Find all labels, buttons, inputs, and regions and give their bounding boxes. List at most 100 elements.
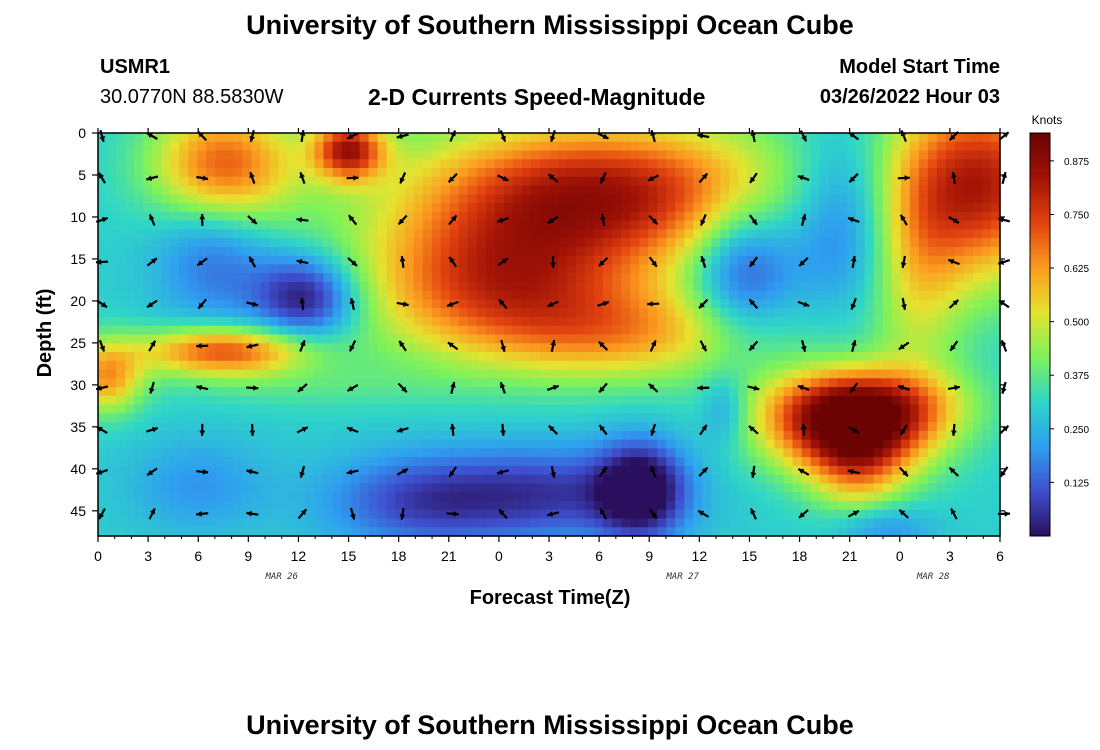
heatmap-cell — [359, 220, 370, 230]
heatmap-cell — [143, 308, 153, 318]
heatmap-cell — [296, 439, 307, 449]
heatmap-cell — [783, 404, 794, 414]
heatmap-cell — [332, 352, 343, 362]
heatmap-cell — [567, 238, 577, 248]
heatmap-cell — [738, 500, 749, 511]
heatmap-cell — [720, 334, 730, 344]
heatmap-cell — [296, 465, 307, 476]
current-vector-arrow — [346, 383, 359, 392]
heatmap-cell — [891, 378, 902, 388]
heatmap-cell — [350, 185, 361, 195]
current-vector-arrow — [546, 511, 560, 517]
heatmap-cell — [981, 159, 992, 169]
heatmap-cell — [143, 273, 153, 283]
heatmap-cell — [377, 229, 388, 239]
heatmap-cell — [368, 264, 379, 274]
heatmap-cell — [197, 474, 207, 485]
heatmap-cell — [990, 527, 1001, 537]
heatmap-cell — [675, 264, 685, 274]
heatmap-cell — [350, 518, 361, 528]
heatmap-cell — [233, 334, 243, 344]
heatmap-cell — [693, 404, 703, 414]
current-vector-arrow — [948, 215, 960, 224]
heatmap-cell — [882, 203, 893, 213]
heatmap-cell — [846, 378, 857, 388]
heatmap-cell — [179, 229, 189, 239]
heatmap-cell — [729, 483, 740, 493]
heatmap-cell — [323, 430, 334, 441]
heatmap-cell — [576, 141, 586, 152]
heatmap-cell — [503, 133, 514, 143]
heatmap-cell — [197, 483, 207, 493]
heatmap-cell — [503, 483, 514, 493]
heatmap-cell — [792, 343, 803, 353]
heatmap-cell — [900, 220, 911, 230]
heatmap-cell — [197, 492, 207, 502]
heatmap-cell — [179, 290, 189, 301]
heatmap-cell — [521, 378, 532, 388]
heatmap-cell — [963, 325, 974, 336]
heatmap-cell — [134, 395, 144, 406]
heatmap-cell — [485, 413, 496, 423]
heatmap-cell — [666, 264, 676, 274]
heatmap-cell — [359, 281, 370, 292]
heatmap-cell — [233, 229, 243, 239]
heatmap-cell — [305, 176, 316, 187]
heatmap-cell — [467, 378, 478, 388]
heatmap-cell — [909, 378, 920, 388]
heatmap-cell — [711, 439, 721, 449]
heatmap-cell — [936, 439, 947, 449]
heatmap-cell — [494, 518, 505, 528]
heatmap-cell — [503, 395, 514, 406]
heatmap-cell — [269, 316, 279, 327]
heatmap-cell — [918, 325, 929, 336]
current-vector-arrow — [699, 424, 708, 436]
heatmap-cell — [558, 404, 568, 414]
heatmap-cell — [936, 133, 947, 143]
heatmap-cell — [386, 378, 397, 388]
heatmap-cell — [702, 343, 712, 353]
heatmap-cell — [729, 194, 740, 204]
heatmap-cell — [476, 299, 487, 309]
heatmap-cell — [305, 308, 316, 318]
heatmap-cell — [729, 387, 740, 397]
heatmap-cell — [864, 430, 875, 441]
heatmap-cell — [702, 518, 712, 528]
heatmap-cell — [756, 273, 767, 283]
heatmap-cell — [152, 299, 162, 309]
heatmap-cell — [747, 352, 758, 362]
heatmap-cell — [197, 465, 207, 476]
heatmap-cell — [945, 518, 956, 528]
heatmap-cell — [269, 273, 279, 283]
heatmap-cell — [161, 474, 171, 485]
heatmap-cell — [567, 387, 577, 397]
heatmap-cell — [422, 176, 433, 187]
heatmap-cell — [990, 150, 1001, 160]
heatmap-cell — [350, 316, 361, 327]
heatmap-cell — [711, 378, 721, 388]
heatmap-cell — [224, 185, 234, 195]
heatmap-cell — [485, 141, 496, 152]
current-vector-arrow — [246, 510, 259, 517]
heatmap-cell — [134, 422, 144, 432]
heatmap-cell — [900, 229, 911, 239]
heatmap-cell — [639, 150, 649, 160]
heatmap-cell — [963, 185, 974, 195]
heatmap-cell — [494, 185, 505, 195]
heatmap-cell — [431, 448, 442, 458]
heatmap-cell — [287, 404, 298, 414]
heatmap-cell — [765, 290, 776, 301]
heatmap-cell — [918, 194, 929, 204]
heatmap-cell — [765, 194, 776, 204]
heatmap-cell — [485, 369, 496, 379]
heatmap-cell — [494, 299, 505, 309]
heatmap-cell — [188, 290, 198, 301]
heatmap-cell — [621, 352, 631, 362]
heatmap-cell — [197, 141, 207, 152]
heatmap-cell — [170, 308, 180, 318]
heatmap-cell — [233, 483, 243, 493]
heatmap-cell — [657, 238, 667, 248]
heatmap-cell — [233, 290, 243, 301]
heatmap-cell — [549, 176, 559, 187]
heatmap-cell — [512, 211, 523, 222]
